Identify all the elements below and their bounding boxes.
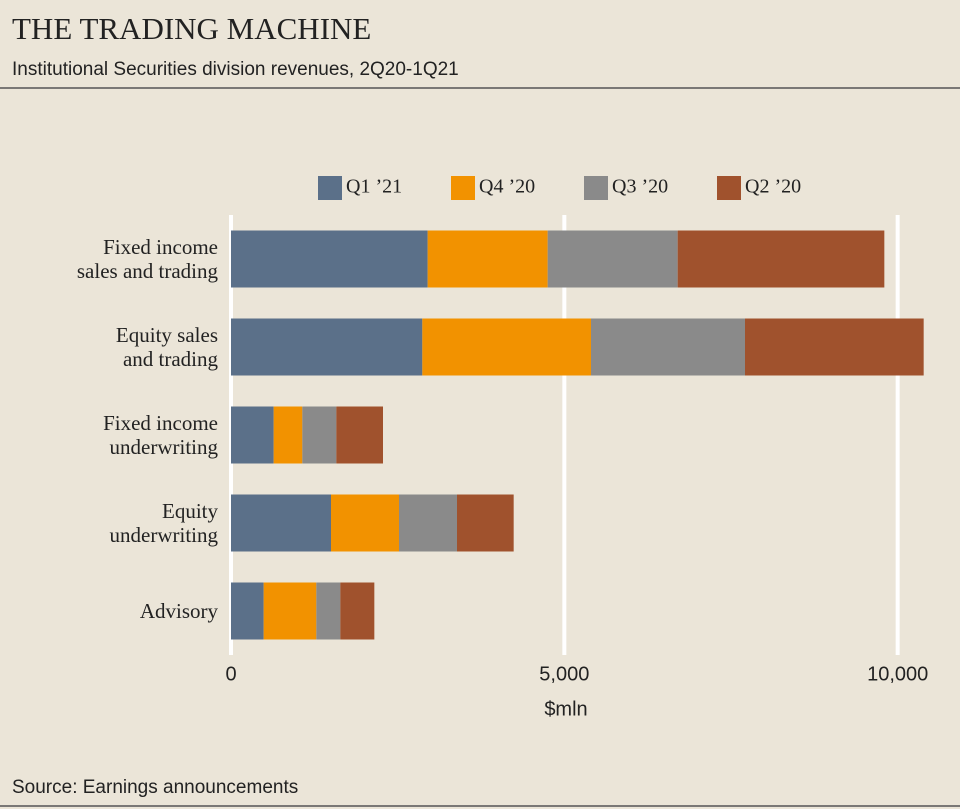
y-tick-label: Equity underwriting [109,499,218,547]
bar-segment [547,230,678,288]
y-tick-label: Equity sales and trading [115,323,218,371]
chart-title: THE TRADING MACHINE [12,11,371,46]
legend-swatch [717,176,741,200]
y-tick-label: Fixed income underwriting [103,411,218,459]
y-tick-label: Advisory [139,599,218,623]
bar-segment [591,318,745,376]
x-tick-label: 10,000 [867,663,928,685]
bar-segment [457,494,514,552]
bar-segment [399,494,457,552]
bar-segment [677,230,885,288]
legend-label: Q4 ’20 [479,176,535,198]
bar-segment [316,582,341,640]
y-tick-label: Fixed income sales and trading [76,235,218,283]
bar-segment [231,318,423,376]
source: Source: Earnings announcements [12,777,298,798]
bar-segment [231,406,274,464]
bar-segment [231,582,264,640]
legend-label: Q3 ’20 [612,176,668,198]
bar-segment [302,406,337,464]
bar-segment [273,406,303,464]
legend-label: Q2 ’20 [745,176,801,198]
bar-segment [331,494,399,552]
legend-swatch [318,176,342,200]
bar-segment [231,494,331,552]
bar-segment [427,230,548,288]
legend-swatch [584,176,608,200]
legend-label: Q1 ’21 [346,176,402,198]
bar-segment [745,318,924,376]
bar-segment [263,582,317,640]
legend-swatch [451,176,475,200]
bar-segment [231,230,428,288]
bar-segment [336,406,383,464]
x-tick-label: 5,000 [539,663,589,685]
chart-subtitle: Institutional Securities division revenu… [12,59,459,80]
bar-segment [340,582,375,640]
x-axis-label: $mln [544,698,587,720]
x-tick-label: 0 [225,663,236,685]
bar-segment [422,318,591,376]
